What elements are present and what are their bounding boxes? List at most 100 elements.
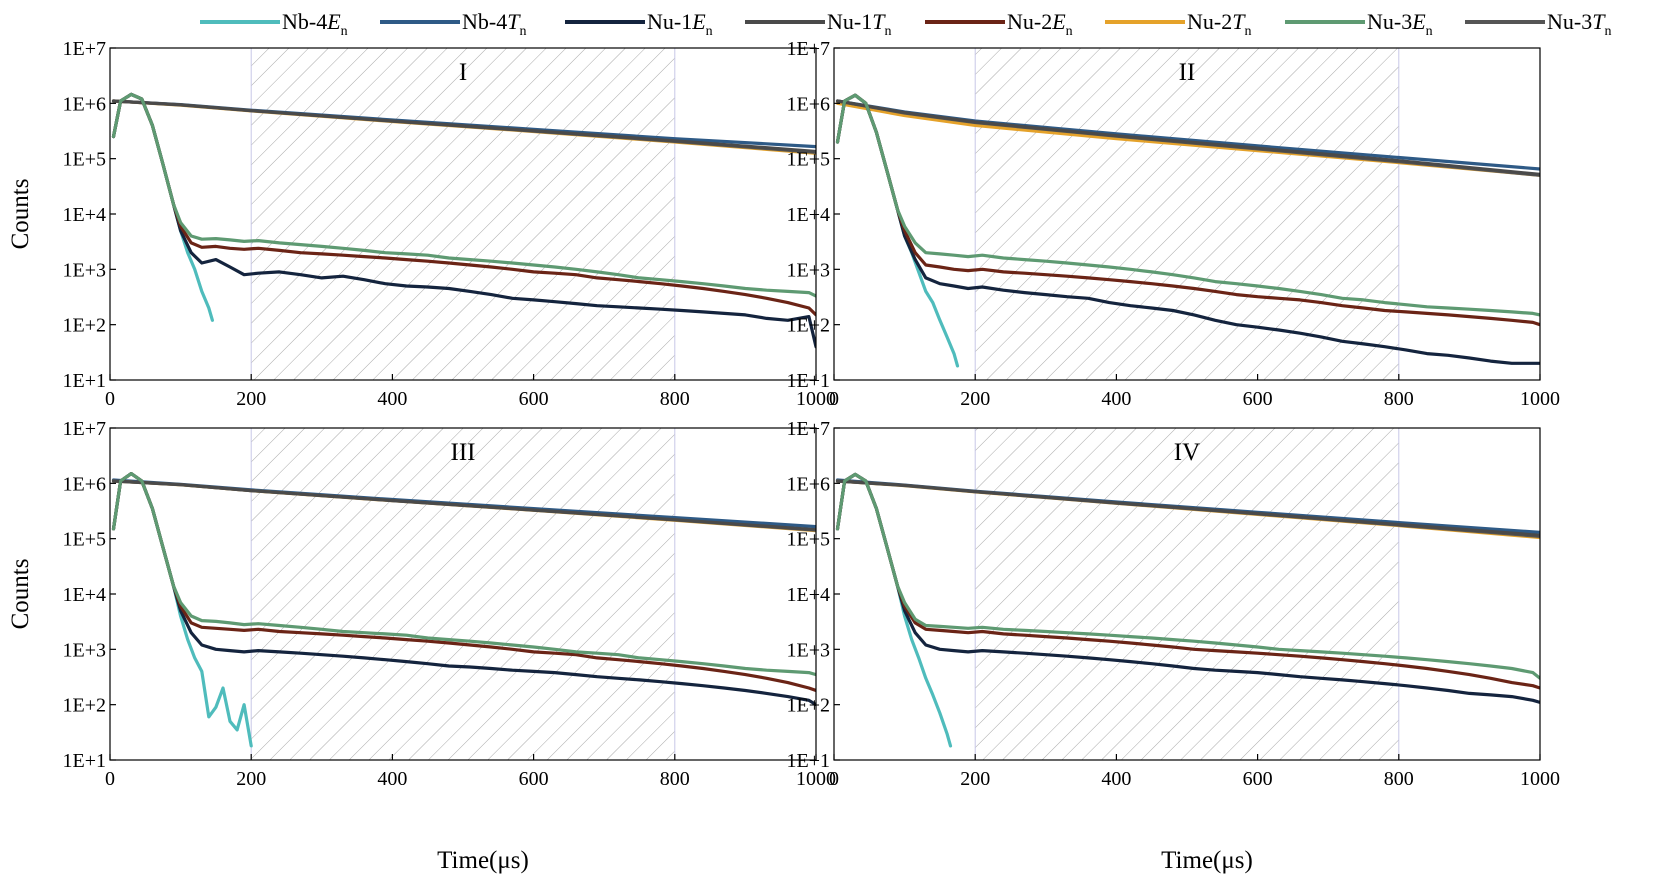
- legend-label-subscript: n: [1066, 24, 1073, 39]
- x-tick-label: 200: [960, 388, 990, 410]
- legend-label-name: Nu-2: [1007, 9, 1052, 34]
- y-tick-label: 1E+4: [787, 204, 831, 226]
- panel-label: I: [459, 59, 467, 86]
- legend-label: Nu-3En: [1367, 9, 1433, 39]
- x-axis-title: Time(μs): [1161, 847, 1253, 874]
- x-tick-label: 1000: [796, 388, 836, 410]
- legend-label-subscript: n: [519, 24, 526, 39]
- x-axis-title: Time(μs): [437, 847, 529, 874]
- legend-label-subscript: n: [884, 24, 891, 39]
- y-axis-title: Counts: [7, 179, 34, 250]
- legend-label-symbol: T: [507, 9, 521, 34]
- series-line-nu-3en: [111, 92, 816, 298]
- x-tick-label: 0: [829, 388, 839, 410]
- x-tick-label: 0: [105, 768, 115, 790]
- series-line-nu-3en: [111, 472, 816, 677]
- series-line-nu-1tn: [835, 479, 1540, 537]
- y-tick-label: 1E+5: [787, 149, 831, 171]
- x-tick-label: 200: [236, 388, 266, 410]
- legend-label: Nu-3Tn: [1547, 9, 1611, 39]
- y-tick-label: 1E+6: [63, 473, 107, 495]
- legend-entry: Nb-4Tn: [380, 9, 526, 39]
- y-tick-label: 1E+4: [63, 204, 107, 226]
- series-line-nu-1tn: [835, 99, 1540, 176]
- series-line-nu-1tn: [111, 479, 816, 532]
- legend: Nb-4En Nb-4Tn Nu-1En Nu-1Tn Nu-2En Nu-2Tn Nu-3…: [200, 9, 1611, 39]
- panel-4: 1E+1 1E+2 1E+3 1E+4 1E+5 1E+6 1E+7 0 200 400 600 80…: [787, 418, 1561, 874]
- y-tick-label: 1E+2: [787, 315, 831, 337]
- x-tick-label: 800: [660, 768, 690, 790]
- legend-label: Nu-2En: [1007, 9, 1073, 39]
- series-group: [111, 92, 816, 349]
- legend-label-name: Nu-1: [827, 9, 872, 34]
- series-line-nu-1tn: [111, 99, 816, 154]
- y-tick-label: 1E+3: [63, 639, 107, 661]
- legend-label-name: Nb-4: [282, 9, 327, 34]
- x-tick-label: 1000: [1520, 768, 1560, 790]
- series-line-nu-3en: [835, 93, 1540, 317]
- x-tick-label: 1000: [1520, 388, 1560, 410]
- shaded-window: [975, 428, 1399, 760]
- y-tick-label: 1E+2: [63, 315, 107, 337]
- x-tick-label: 400: [377, 768, 407, 790]
- y-tick-label: 1E+6: [787, 93, 831, 115]
- y-tick-label: 1E+3: [787, 639, 831, 661]
- series-line-nb-4en: [835, 93, 960, 368]
- legend-label-symbol: E: [691, 9, 706, 34]
- legend-label-name: Nu-3: [1367, 9, 1412, 34]
- y-tick-label: 1E+6: [787, 473, 831, 495]
- shaded-window: [975, 48, 1399, 380]
- y-tick-label: 1E+3: [63, 259, 107, 281]
- legend-label-name: Nb-4: [462, 9, 507, 34]
- legend-entry: Nu-3Tn: [1465, 9, 1611, 39]
- legend-entry: Nu-1Tn: [745, 9, 891, 39]
- y-tick-label: 1E+7: [787, 38, 831, 60]
- y-tick-label: 1E+4: [63, 584, 107, 606]
- y-tick-label: 1E+2: [787, 695, 831, 717]
- y-tick-label: 1E+5: [63, 529, 107, 551]
- legend-label-symbol: E: [326, 9, 341, 34]
- y-tick-label: 1E+5: [63, 149, 107, 171]
- y-tick-label: 1E+5: [787, 529, 831, 551]
- legend-label-subscript: n: [1604, 24, 1611, 39]
- y-tick-label: 1E+7: [63, 418, 107, 440]
- series-line-nu-3en: [835, 472, 1540, 680]
- legend-label-symbol: E: [1411, 9, 1426, 34]
- x-tick-label: 600: [519, 388, 549, 410]
- legend-label-symbol: T: [1592, 9, 1606, 34]
- x-tick-label: 600: [519, 768, 549, 790]
- legend-label-symbol: T: [872, 9, 886, 34]
- legend-label-symbol: T: [1232, 9, 1246, 34]
- series-line-nb-4en: [111, 92, 214, 322]
- shaded-window: [251, 428, 675, 760]
- y-tick-label: 1E+7: [787, 418, 831, 440]
- panels: 1E+1 1E+2 1E+3 1E+4 1E+5 1E+6 1E+7 0 200 400 600 80…: [7, 38, 1560, 874]
- legend-entry: Nu-3En: [1285, 9, 1433, 39]
- x-tick-label: 400: [1101, 768, 1131, 790]
- x-tick-label: 0: [829, 768, 839, 790]
- y-tick-label: 1E+3: [787, 259, 831, 281]
- x-tick-label: 1000: [796, 768, 836, 790]
- panel-3: 1E+1 1E+2 1E+3 1E+4 1E+5 1E+6 1E+7 0 200 400 600 80…: [7, 418, 836, 874]
- x-tick-label: 600: [1243, 768, 1273, 790]
- legend-label: Nu-1En: [647, 9, 713, 39]
- y-tick-label: 1E+1: [63, 370, 107, 392]
- y-tick-label: 1E+1: [63, 750, 107, 772]
- panel-2: 1E+1 1E+2 1E+3 1E+4 1E+5 1E+6 1E+7 0 200 400 600 80…: [787, 38, 1561, 410]
- series-line-nb-4en: [835, 472, 953, 748]
- legend-entry: Nu-2En: [925, 9, 1073, 39]
- legend-label-name: Nu-2: [1187, 9, 1232, 34]
- x-tick-label: 400: [1101, 388, 1131, 410]
- panel-label: III: [451, 439, 476, 466]
- legend-label-subscript: n: [1426, 24, 1433, 39]
- y-tick-label: 1E+7: [63, 38, 107, 60]
- x-tick-label: 600: [1243, 388, 1273, 410]
- legend-entry: Nu-2Tn: [1105, 9, 1251, 39]
- series-group: [835, 93, 1540, 368]
- panel-label: IV: [1174, 439, 1200, 466]
- y-tick-label: 1E+6: [63, 93, 107, 115]
- y-axis-title: Counts: [7, 559, 34, 630]
- legend-label: Nu-2Tn: [1187, 9, 1251, 39]
- shaded-window: [251, 48, 675, 380]
- legend-label-subscript: n: [341, 24, 348, 39]
